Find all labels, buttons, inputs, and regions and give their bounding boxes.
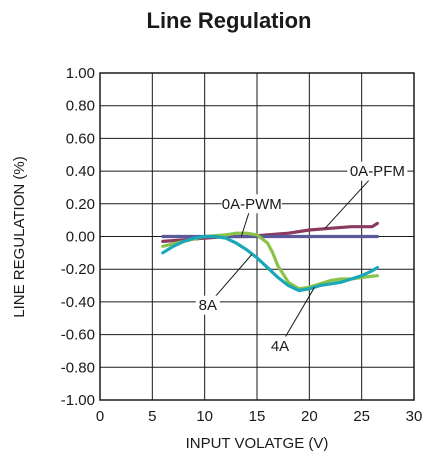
x-tick-label: 15	[249, 408, 266, 425]
y-tick-label: -0.60	[61, 327, 95, 344]
y-tick-label: 1.00	[66, 65, 95, 82]
annotation-background-4a	[268, 336, 293, 356]
annotation-label-4a: 4A	[271, 338, 289, 355]
x-tick-label: 25	[353, 408, 370, 425]
y-tick-label: -1.00	[61, 392, 95, 409]
annotation-label-8a: 8A	[199, 297, 217, 314]
plot-frame	[99, 72, 415, 401]
annotation-label-0a-pfm: 0A-PFM	[350, 163, 405, 180]
x-tick-label: 5	[148, 408, 156, 425]
y-tick-label: 0.60	[66, 130, 95, 147]
y-tick-label: 0.40	[66, 163, 95, 180]
annotation-leader-4a	[279, 286, 315, 347]
chart-series	[161, 221, 379, 293]
annotation-background-8a	[195, 295, 220, 315]
y-tick-label: 0.20	[66, 196, 95, 213]
y-tick-label: 0.80	[66, 98, 95, 115]
y-tick-label: -0.80	[61, 359, 95, 376]
x-tick-label: 10	[196, 408, 213, 425]
chart-annotations: 0A-PFM 0A-PWM 8A 4A	[195, 161, 408, 356]
annotation-leader-0a-pfm	[324, 170, 378, 229]
series-line-4a	[161, 231, 379, 291]
x-tick-labels: 0 5 10 15 20 25 30	[96, 408, 423, 425]
x-tick-label: 20	[301, 408, 318, 425]
y-axis-label: LINE REGULATION (%)	[11, 156, 28, 317]
y-tick-label: 0.00	[66, 229, 95, 246]
series-line-8a	[161, 234, 379, 293]
y-tick-label: -0.40	[61, 294, 95, 311]
y-tick-label: -0.20	[61, 261, 95, 278]
annotation-background-0a-pfm	[347, 161, 408, 181]
x-tick-label: 0	[96, 408, 104, 425]
annotation-background-0a-pwm	[221, 194, 282, 214]
annotation-label-0a-pwm: 0A-PWM	[222, 196, 282, 213]
x-axis-label: INPUT VOLATGE (V)	[186, 435, 329, 452]
chart-title: Line Regulation	[147, 8, 312, 33]
x-tick-label: 30	[406, 408, 423, 425]
y-tick-labels: 1.00 0.80 0.60 0.40 0.20 0.00 -0.20 -0.40 -0.60 -…	[61, 65, 95, 409]
